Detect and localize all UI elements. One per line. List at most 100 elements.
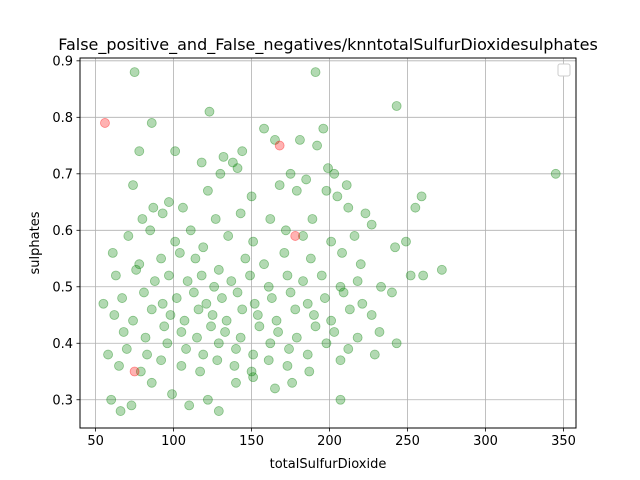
y-tick-label: 0.5 (52, 280, 73, 295)
data-point (184, 400, 195, 411)
data-point (291, 332, 302, 343)
data-point (329, 168, 340, 179)
data-point (248, 349, 259, 360)
data-point (329, 327, 340, 337)
y-tick-label: 0.9 (52, 54, 73, 69)
data-point (174, 247, 185, 258)
data-point (178, 202, 188, 213)
data-point (217, 293, 227, 303)
data-point (170, 236, 181, 247)
data-point (249, 298, 260, 309)
x-tick-label: 150 (239, 434, 264, 449)
data-point (220, 327, 230, 337)
data-point (231, 377, 241, 388)
data-point (126, 400, 137, 411)
data-point (274, 180, 285, 190)
data-point (145, 225, 156, 236)
data-points (98, 67, 561, 416)
data-point (109, 310, 120, 320)
data-point (321, 185, 332, 196)
data-point (401, 236, 411, 247)
data-point (176, 327, 187, 337)
data-point (198, 242, 209, 253)
data-point (207, 310, 218, 320)
data-point (213, 406, 224, 416)
data-point (290, 304, 301, 315)
data-point (171, 293, 182, 303)
data-point (196, 157, 207, 168)
data-point (332, 191, 343, 202)
data-point (218, 151, 229, 162)
data-point (106, 394, 117, 405)
x-tick-label: 200 (317, 434, 342, 449)
data-point (287, 377, 298, 388)
data-point (118, 327, 129, 337)
data-point (229, 360, 240, 371)
data-point (352, 332, 363, 343)
y-axis-label: sulphates (28, 211, 43, 274)
data-point (335, 355, 346, 366)
data-point (181, 344, 191, 354)
data-point (309, 310, 319, 320)
data-point (302, 349, 313, 360)
data-point (366, 310, 377, 320)
data-point (137, 214, 148, 224)
data-point (319, 293, 330, 303)
data-point (273, 327, 283, 337)
data-point (265, 214, 276, 224)
data-point (117, 293, 128, 303)
data-point (305, 253, 316, 264)
data-point (146, 377, 157, 388)
data-point (146, 304, 157, 315)
data-point (343, 202, 354, 213)
data-point (349, 231, 360, 241)
data-point (248, 236, 259, 247)
data-point (274, 140, 285, 151)
data-point (221, 315, 232, 326)
data-point (129, 366, 140, 377)
data-point (164, 197, 174, 207)
data-point (235, 332, 246, 343)
data-point (190, 253, 201, 264)
data-point (295, 135, 305, 145)
x-tick-label: 50 (87, 434, 104, 449)
data-point (366, 219, 377, 230)
data-point (335, 394, 346, 405)
data-point (159, 321, 170, 332)
data-point (310, 67, 321, 78)
data-point (337, 247, 347, 258)
data-point (298, 231, 308, 241)
x-tick-label: 300 (473, 434, 498, 449)
data-point (128, 315, 138, 326)
data-point (248, 372, 259, 383)
data-point (352, 276, 363, 287)
data-point (321, 338, 332, 349)
data-point (209, 281, 220, 292)
data-point (265, 338, 276, 349)
data-point (148, 202, 159, 213)
data-point (156, 253, 167, 264)
data-point (223, 231, 234, 241)
data-point (344, 304, 355, 315)
data-point (318, 123, 329, 134)
data-point (312, 140, 322, 151)
data-point (157, 208, 168, 219)
data-point (298, 276, 308, 287)
data-point (135, 366, 146, 377)
data-point (357, 298, 368, 309)
data-point (134, 146, 145, 157)
data-point (436, 264, 447, 275)
data-point (284, 344, 294, 354)
x-tick-label: 100 (161, 434, 186, 449)
data-point (188, 287, 199, 298)
data-point (179, 315, 190, 326)
data-point (326, 236, 337, 247)
data-point (279, 247, 290, 258)
data-point (410, 202, 421, 213)
data-point (369, 349, 380, 360)
data-point (185, 225, 196, 236)
data-point (103, 349, 113, 360)
y-axis-ticks: 0.3 0.4 0.5 0.6 0.7 0.8 0.9 (52, 54, 80, 408)
data-point (115, 406, 126, 416)
